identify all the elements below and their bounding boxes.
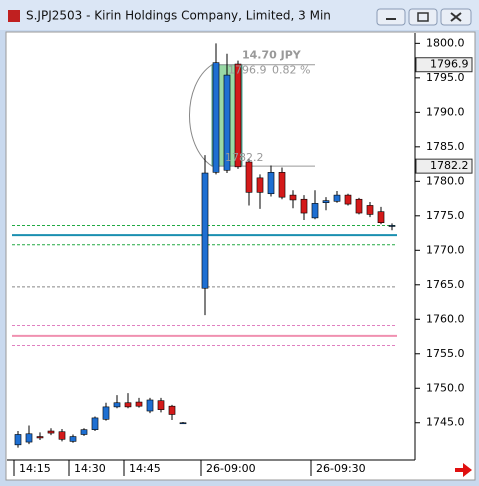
candle-body: [201, 172, 209, 289]
maximize-button[interactable]: [408, 8, 438, 26]
candle-body: [311, 203, 319, 219]
candle-body: [14, 434, 22, 446]
y-tick-label: 1790.0: [426, 105, 465, 118]
candle-body: [245, 161, 253, 193]
candle-body: [113, 402, 121, 408]
measure-arc: [188, 64, 213, 167]
y-tick-label: 1795.0: [426, 71, 465, 84]
candle-body: [91, 417, 99, 430]
candle-body: [267, 172, 275, 195]
candle-body: [135, 401, 143, 407]
y-tick-label: 1755.0: [426, 347, 465, 360]
y-tick-label: 1780.0: [426, 174, 465, 187]
plot: 1745.0 1750.0 1755.0 1760.0 1765.0 1770.0 1775…: [12, 36, 473, 476]
x-tick-label: 14:45: [129, 462, 161, 475]
y-tick-label: 1760.0: [426, 312, 465, 325]
candle-body: [69, 436, 77, 442]
candle-body: [289, 194, 297, 201]
candle-body: [124, 402, 132, 408]
y-tick-label: 1800.0: [426, 36, 465, 49]
x-tick-label: 26-09:30: [316, 462, 366, 475]
candle-body: [157, 400, 165, 410]
candle-body: [25, 433, 33, 443]
x-tick-label: 14:30: [74, 462, 106, 475]
y-tick-label: 1770.0: [426, 243, 465, 256]
app-icon: [8, 10, 20, 22]
candle-body: [388, 225, 396, 227]
candle-body: [58, 431, 66, 440]
price-tag-label: 1796.9: [430, 58, 469, 71]
candle-body: [102, 406, 110, 420]
measure-percent: 0.82 %: [272, 64, 310, 77]
y-tick-label: 1775.0: [426, 209, 465, 222]
candle-body: [256, 177, 264, 193]
window-title: S.JPJ2503 - Kirin Holdings Company, Limi…: [26, 9, 331, 23]
window-buttons[interactable]: [376, 8, 472, 26]
price-tag-label: 1782.2: [430, 159, 469, 172]
x-tick-label: 26-09:00: [206, 462, 256, 475]
y-tick-label: 1765.0: [426, 278, 465, 291]
candle-body: [80, 429, 88, 435]
candle-body: [322, 200, 330, 203]
candle-body: [168, 405, 176, 415]
candle-body: [223, 74, 231, 171]
price-tag: [415, 158, 473, 174]
candle-body: [36, 436, 44, 439]
x-tick-label: 14:15: [19, 462, 51, 475]
candle-body: [278, 172, 286, 198]
candle-body: [344, 194, 352, 205]
candle-body: [355, 198, 363, 214]
y-tick-label: 1745.0: [426, 416, 465, 429]
candle-body: [377, 211, 385, 224]
y-tick-label: 1750.0: [426, 381, 465, 394]
y-tick-label: 1785.0: [426, 140, 465, 153]
measure-to: 1796.9: [228, 64, 267, 77]
candle-body: [146, 399, 154, 412]
price-tag: [415, 57, 473, 73]
measure-from: 1782.2: [225, 151, 264, 164]
candle-body: [300, 198, 308, 214]
candle-body: [179, 422, 187, 425]
measure-change: 14.70 JPY: [242, 49, 302, 62]
candle-body: [234, 63, 242, 168]
minimize-button[interactable]: [376, 8, 406, 26]
candle-body: [212, 62, 220, 173]
scroll-arrow[interactable]: [455, 463, 472, 477]
candle-body: [366, 205, 374, 215]
candle-body: [333, 194, 341, 202]
candle-body: [47, 430, 55, 434]
